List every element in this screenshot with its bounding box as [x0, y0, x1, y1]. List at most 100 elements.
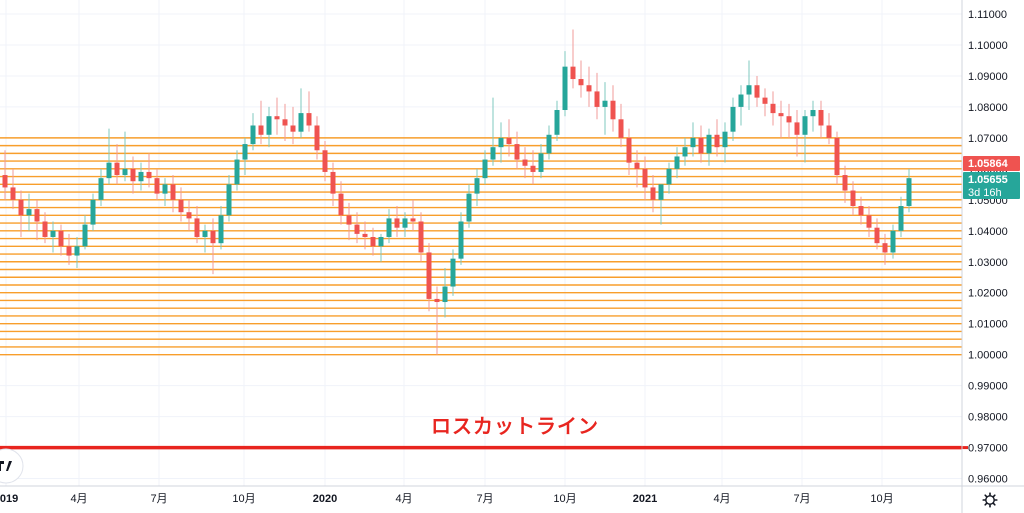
- candle-down: [858, 206, 864, 216]
- candle-down: [306, 113, 312, 126]
- candle-up: [106, 162, 112, 179]
- x-tick-label: 10月: [553, 493, 576, 505]
- candle-down: [578, 79, 584, 86]
- candle-down: [346, 215, 352, 225]
- candle-down: [114, 162, 120, 176]
- candle-down: [354, 224, 360, 234]
- candle-up: [802, 116, 808, 135]
- countdown-text: 3d 16h: [968, 187, 1002, 199]
- x-tick-label: 2021: [633, 493, 657, 505]
- candle-down: [762, 97, 768, 104]
- candle-down: [642, 168, 648, 188]
- candle-up: [402, 218, 408, 228]
- x-tick-label: 2020: [313, 493, 337, 505]
- x-tick-label: 10月: [232, 493, 255, 505]
- candle-down: [754, 85, 760, 98]
- candle-up: [378, 236, 384, 247]
- settings-gear-icon[interactable]: [982, 492, 998, 508]
- candle-down: [514, 144, 520, 160]
- candle-down: [714, 134, 720, 148]
- y-tick-label: 0.98000: [968, 412, 1008, 424]
- candle-down: [778, 113, 784, 117]
- candle-down: [818, 110, 824, 126]
- y-tick-label: 1.09000: [968, 71, 1008, 83]
- candle-up: [498, 137, 504, 148]
- candle-up: [266, 116, 272, 135]
- candle-down: [274, 116, 280, 120]
- y-tick-label: 0.96000: [968, 474, 1008, 486]
- candle-down: [194, 218, 200, 237]
- candle-down: [418, 221, 424, 253]
- candle-down: [370, 236, 376, 247]
- y-tick-label: 1.07000: [968, 133, 1008, 145]
- candle-down: [290, 125, 296, 132]
- candle-down: [698, 137, 704, 154]
- loss-cut-layer: ロスカットライン: [0, 416, 968, 450]
- candle-up: [562, 66, 568, 111]
- x-axis[interactable]: 2019 4月 7月 10月 2020 4月 7月 10月 2021 4月 7月 10月: [0, 493, 894, 505]
- candle-down: [594, 91, 600, 107]
- candle-up: [906, 178, 912, 207]
- candle-down: [434, 298, 440, 303]
- candle-down: [850, 190, 856, 207]
- tradingview-logo[interactable]: [0, 448, 24, 484]
- candle-up: [450, 258, 456, 287]
- candle-up: [666, 168, 672, 185]
- candle-down: [586, 85, 592, 92]
- candle-down: [770, 103, 776, 114]
- candle-down: [210, 230, 216, 244]
- price-badge-red: [963, 156, 1020, 171]
- candle-down: [170, 184, 176, 200]
- candle-up: [746, 85, 752, 95]
- x-tick-label: 4月: [713, 493, 730, 505]
- candle-up: [226, 184, 232, 216]
- candle-down: [154, 178, 160, 194]
- y-axis[interactable]: 1.110001.100001.090001.080001.070001.060…: [968, 9, 1008, 486]
- y-tick-label: 1.00000: [968, 350, 1008, 362]
- candle-up: [250, 125, 256, 145]
- candle-down: [130, 168, 136, 182]
- candle-up: [386, 218, 392, 237]
- candle-up: [82, 224, 88, 247]
- candle-up: [738, 94, 744, 107]
- candle-up: [234, 159, 240, 185]
- y-tick-label: 1.08000: [968, 102, 1008, 114]
- candle-down: [394, 218, 400, 228]
- grid-layer: [0, 0, 962, 486]
- candle-up: [898, 206, 904, 231]
- candle-up: [458, 221, 464, 259]
- candle-up: [474, 178, 480, 194]
- candle-up: [162, 184, 168, 194]
- candle-down: [338, 193, 344, 216]
- candle-down: [18, 199, 24, 216]
- candle-down: [186, 212, 192, 219]
- x-tick-label: 2019: [0, 493, 18, 505]
- candle-down: [650, 187, 656, 200]
- y-tick-label: 1.11000: [968, 9, 1007, 21]
- candle-up: [658, 184, 664, 200]
- candle-down: [426, 252, 432, 299]
- candle-up: [538, 153, 544, 172]
- candle-up: [466, 193, 472, 222]
- x-tick-label: 10月: [870, 493, 893, 505]
- candle-down: [610, 100, 616, 120]
- candle-up: [50, 230, 56, 237]
- candle-down: [42, 221, 48, 237]
- candle-down: [330, 171, 336, 194]
- y-tick-label: 0.97000: [968, 443, 1008, 455]
- loss-cut-label: ロスカットライン: [431, 416, 599, 438]
- candle-down: [34, 209, 40, 222]
- y-tick-label: 1.10000: [968, 40, 1008, 52]
- candle-up: [26, 209, 32, 216]
- candle-up: [122, 168, 128, 176]
- candle-down: [618, 119, 624, 138]
- candle-up: [442, 286, 448, 303]
- x-tick-label: 4月: [70, 493, 87, 505]
- candle-up: [74, 246, 80, 256]
- loss-cut-axis-marker: [962, 446, 968, 450]
- candle-up: [602, 100, 608, 107]
- candle-down: [146, 171, 152, 179]
- candle-down: [58, 230, 64, 247]
